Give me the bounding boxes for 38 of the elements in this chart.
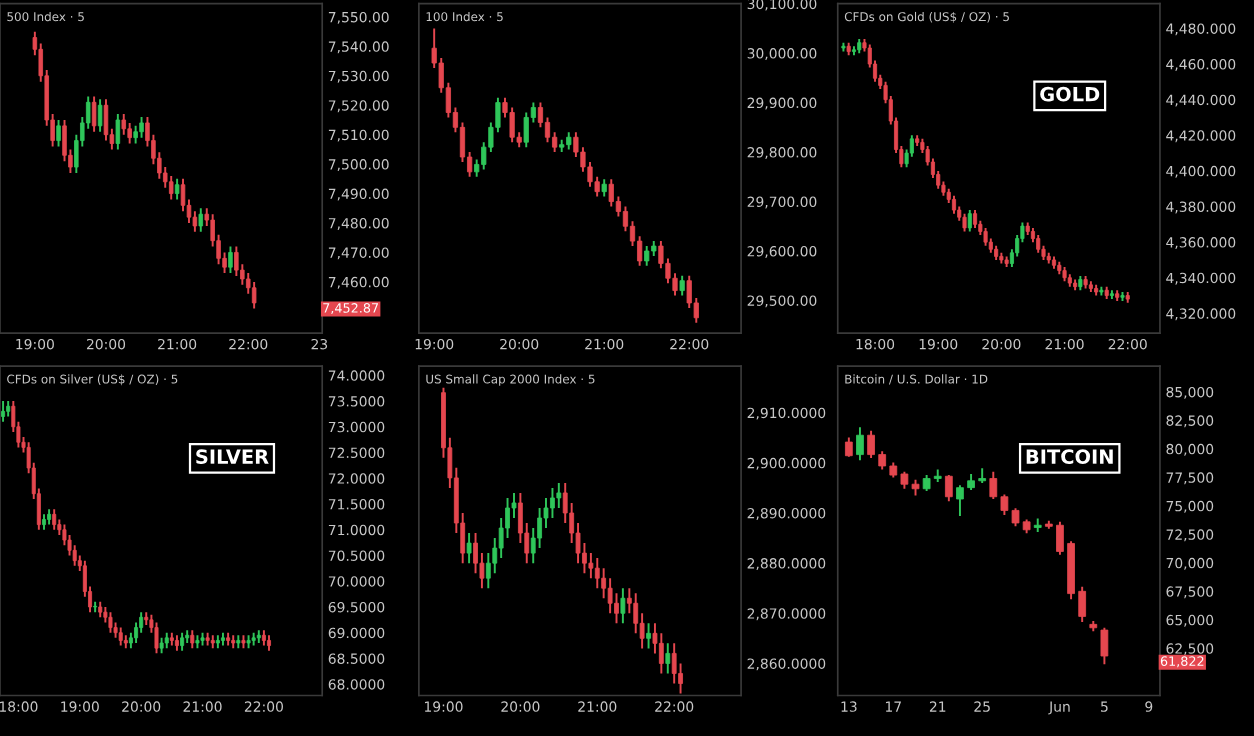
candlestick bbox=[168, 174, 174, 201]
candlestick bbox=[620, 587, 626, 625]
candlestick bbox=[121, 113, 127, 136]
candlestick bbox=[646, 622, 651, 650]
candlestick bbox=[856, 426, 864, 462]
candlestick bbox=[466, 532, 472, 565]
candlestick bbox=[91, 95, 97, 133]
candlestick bbox=[509, 106, 515, 144]
candlestick bbox=[251, 280, 257, 310]
candlestick bbox=[118, 626, 123, 647]
candlestick bbox=[228, 245, 233, 275]
candlestick bbox=[97, 98, 103, 133]
candlestick bbox=[52, 508, 57, 531]
candlestick bbox=[944, 474, 953, 503]
candlestick bbox=[198, 207, 204, 233]
candlestick bbox=[139, 116, 144, 139]
candlestick bbox=[967, 209, 972, 233]
candlestick bbox=[594, 557, 600, 590]
candlestick bbox=[523, 111, 529, 149]
text: GOLD bbox=[1040, 86, 1100, 102]
candlestick bbox=[180, 631, 185, 652]
candlestick bbox=[1, 400, 6, 423]
candlestick bbox=[174, 177, 180, 201]
candlestick bbox=[154, 621, 159, 655]
candlestick bbox=[679, 274, 685, 297]
candlestick bbox=[644, 245, 650, 267]
candlestick bbox=[108, 611, 113, 634]
candlestick bbox=[115, 113, 121, 151]
candlestick bbox=[665, 642, 671, 675]
candlestick bbox=[190, 629, 195, 650]
candlestick bbox=[844, 436, 853, 458]
candlestick bbox=[1100, 626, 1109, 666]
candlestick bbox=[234, 245, 239, 277]
candlestick bbox=[56, 119, 61, 148]
candlestick bbox=[127, 121, 132, 145]
text: BITCOIN bbox=[1026, 449, 1113, 464]
text: SILVER bbox=[196, 449, 269, 464]
candlestick bbox=[608, 178, 614, 208]
